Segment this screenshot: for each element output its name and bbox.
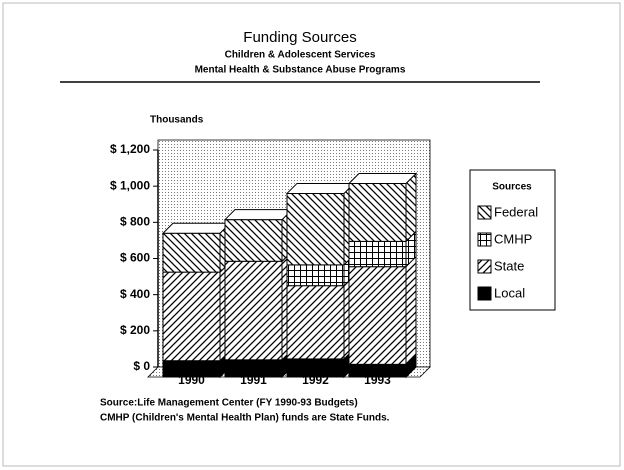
bar-segment: [162, 232, 221, 273]
y-tick-label: $ 400: [120, 287, 150, 301]
subtitle: Mental Health & Substance Abuse Programs: [195, 65, 406, 76]
y-tick-label: $ 600: [120, 251, 150, 265]
bar-top: [223, 209, 294, 221]
bar-segment: [286, 192, 345, 266]
bar-segment: [286, 358, 345, 378]
y-tick-label: $ 800: [120, 215, 150, 229]
bar-segment: [224, 359, 283, 378]
legend-swatch: [477, 232, 492, 247]
legend-label: Federal: [494, 204, 538, 219]
legend-swatch: [477, 286, 492, 301]
bar-segment: [348, 240, 407, 268]
bar-top: [285, 182, 356, 194]
legend-label: CMHP: [494, 231, 532, 246]
bar-segment: [348, 363, 407, 378]
y-tick-label: $ 200: [120, 323, 150, 337]
bar-side: [405, 172, 417, 243]
bar-segment: [224, 260, 283, 361]
bar-top: [161, 222, 232, 234]
legend-swatch: [477, 205, 492, 220]
chart-title: Funding Sources: [243, 29, 356, 46]
legend-swatch: [477, 259, 492, 274]
bar-segment: [224, 219, 283, 262]
legend-title: Sources: [492, 182, 532, 193]
bar-segment: [286, 285, 345, 360]
bar-segment: [162, 271, 221, 362]
y-tick-label: $ 1,000: [110, 178, 150, 192]
bar-segment: [286, 264, 345, 287]
y-axis-label: Thousands: [150, 115, 204, 126]
y-tick-label: $ 0: [133, 359, 150, 373]
note: Source:Life Management Center (FY 1990-9…: [100, 398, 358, 409]
bar-segment: [348, 266, 407, 365]
legend-label: Local: [494, 285, 525, 300]
bar-segment: [348, 183, 407, 242]
note: CMHP (Children's Mental Health Plan) fun…: [100, 413, 390, 424]
subtitle: Children & Adolescent Services: [225, 50, 376, 61]
legend-label: State: [494, 258, 524, 273]
bar-segment: [162, 360, 221, 378]
bar-side: [405, 255, 417, 366]
bar-top: [347, 173, 418, 185]
y-tick-label: $ 1,200: [110, 142, 150, 156]
